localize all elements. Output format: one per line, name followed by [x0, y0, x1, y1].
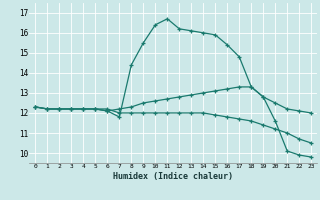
X-axis label: Humidex (Indice chaleur): Humidex (Indice chaleur)	[113, 172, 233, 181]
